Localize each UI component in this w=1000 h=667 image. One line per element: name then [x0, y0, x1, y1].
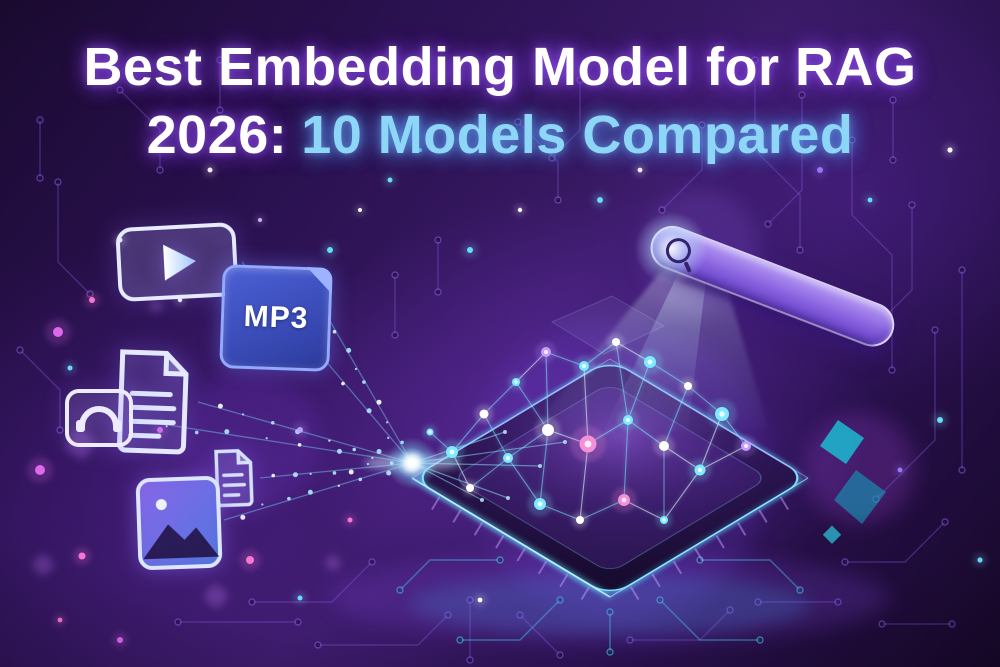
page-title: Best Embedding Model for RAG 2026: 10 Mod…	[0, 36, 1000, 166]
small-document-outline	[214, 449, 254, 508]
document-icon	[108, 349, 198, 456]
document-fold	[163, 353, 187, 377]
document-text-lines	[128, 390, 177, 439]
play-icon	[163, 244, 196, 281]
small-document-fold	[236, 450, 251, 465]
image-icon	[134, 475, 223, 572]
title-line-1: Best Embedding Model for RAG	[83, 37, 917, 97]
handset-end-right	[113, 420, 122, 432]
title-year: 2026:	[146, 105, 288, 165]
mp3-label: MP3	[243, 299, 309, 336]
phone-frame	[65, 389, 133, 447]
handset-end-left	[76, 420, 85, 432]
bokeh	[32, 299, 341, 609]
small-document-icon	[209, 447, 259, 509]
video-file-icon	[114, 221, 240, 303]
search-icon	[662, 234, 695, 267]
image-mountains	[143, 524, 220, 560]
title-line-2: 2026: 10 Models Compared	[0, 104, 1000, 166]
chip-underglow	[330, 552, 890, 644]
teal-accents	[820, 420, 886, 544]
sparkle-particles	[27, 143, 987, 648]
data-streams	[135, 261, 567, 521]
embedding-network	[422, 333, 757, 529]
phone-handset	[79, 406, 119, 429]
title-highlight: 10 Models Compared	[301, 105, 854, 165]
small-document-text-lines	[222, 472, 246, 498]
image-sun	[155, 499, 167, 511]
phone-icon	[64, 388, 134, 448]
mp3-file-icon: MP3	[219, 264, 333, 372]
